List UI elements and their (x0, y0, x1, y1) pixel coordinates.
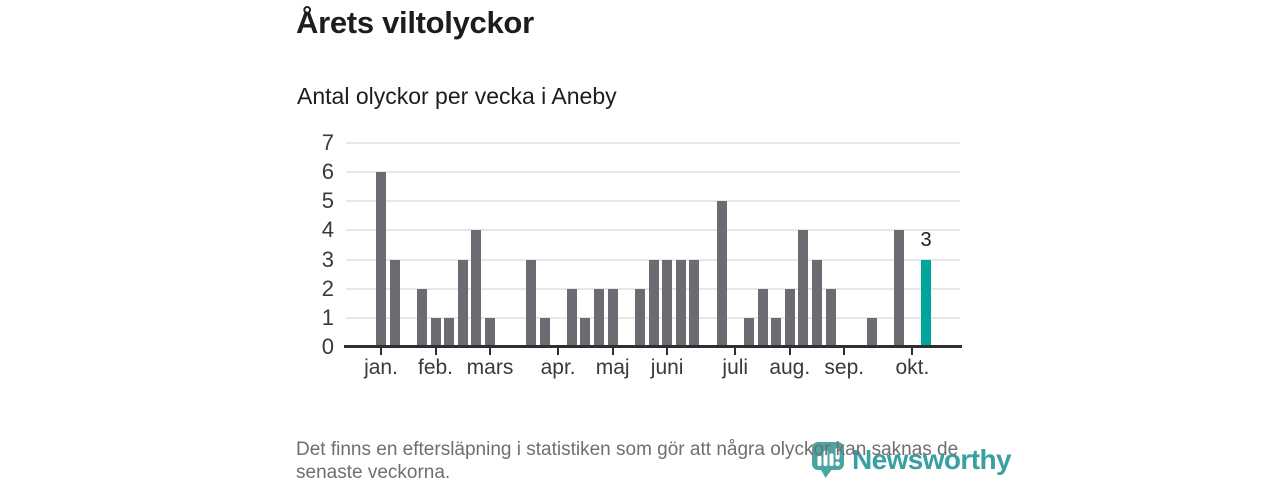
bar-week-1 (376, 172, 386, 347)
newsworthy-logo-text: Newsworthy (852, 444, 1012, 475)
x-axis-line (344, 345, 962, 348)
bar-week-32 (798, 230, 809, 347)
gridline-y-6 (346, 171, 960, 174)
bar-week-16 (580, 317, 591, 347)
bar-week-9 (485, 317, 495, 347)
bar-week-17 (594, 288, 604, 347)
x-label-sep: sep. (824, 356, 865, 379)
x-label-juni: juni (650, 356, 684, 379)
x-label-feb: feb. (417, 356, 454, 379)
y-tick-label-2: 2 (321, 275, 334, 301)
x-label-maj: maj (595, 356, 630, 379)
x-tick-okt (911, 347, 914, 355)
bar-week-2 (389, 259, 400, 347)
bar-week-12 (525, 259, 536, 347)
newsworthy-logo: Newsworthy (811, 441, 1012, 479)
y-tick-label-6: 6 (321, 159, 334, 185)
bar-week-4 (416, 288, 427, 347)
bar-week-23 (675, 259, 686, 347)
x-tick-mars (489, 347, 491, 355)
y-tick-label-3: 3 (321, 246, 334, 272)
highlighted-bar-week-41 (921, 259, 931, 347)
y-tick-label-4: 4 (321, 217, 334, 243)
gridline-y-4 (346, 229, 960, 232)
bar-week-13 (539, 317, 550, 347)
gridline-y-7 (346, 142, 960, 144)
y-tick-label-5: 5 (321, 188, 334, 214)
bar-week-39 (893, 230, 904, 347)
x-label-jan: jan. (364, 356, 398, 379)
x-tick-juli (734, 347, 737, 355)
bar-week-5 (430, 317, 441, 347)
x-label-mars: mars (466, 356, 514, 379)
bar-week-29 (757, 288, 768, 347)
gridline-y-5 (346, 200, 960, 203)
y-tick-label-1: 1 (321, 304, 334, 330)
bar-week-22 (662, 259, 673, 347)
x-tick-maj (611, 347, 614, 355)
bar-week-7 (457, 259, 468, 347)
bar-week-21 (648, 259, 659, 347)
y-axis-labels: 0 1 2 3 4 5 6 7 (0, 130, 334, 359)
bar-week-33 (812, 259, 822, 347)
bar-chart-plot-area: jan. feb. mars apr. maj juni juli aug. sep. okt. … (344, 142, 962, 379)
bar-week-24 (689, 259, 700, 347)
bar-week-28 (743, 317, 754, 347)
bar-week-31 (784, 288, 795, 347)
x-label-okt: okt. (895, 356, 930, 379)
footnote: Det finns en eftersläpning i statistiken… (296, 439, 959, 483)
bar-week-34 (825, 288, 836, 347)
bar-week-15 (566, 288, 577, 347)
bar-week-8 (471, 230, 482, 347)
bar-week-26 (716, 201, 727, 347)
x-tick-sep (843, 347, 846, 355)
bar-week-6 (444, 317, 455, 347)
bar-week-18 (607, 288, 618, 347)
newsworthy-logo-icon (812, 442, 844, 478)
x-label-juli: juli (722, 356, 749, 379)
x-tick-apr (557, 347, 560, 355)
chart-subtitle: Antal olyckor per vecka i Aneby (297, 83, 617, 109)
bar-week-30 (771, 317, 782, 347)
x-tick-jan (380, 347, 382, 355)
bar-week-20 (634, 288, 645, 347)
bar-value-label: 3 (920, 228, 932, 251)
x-tick-juni (666, 347, 669, 355)
x-label-apr: apr. (540, 356, 576, 379)
y-tick-label-0: 0 (321, 334, 334, 359)
x-tick-feb (434, 347, 437, 355)
bar-week-37 (866, 317, 877, 347)
y-tick-label-7: 7 (321, 130, 334, 155)
x-tick-aug (788, 347, 791, 355)
page-title: Årets viltolyckor (296, 5, 534, 40)
x-label-aug: aug. (769, 356, 811, 379)
